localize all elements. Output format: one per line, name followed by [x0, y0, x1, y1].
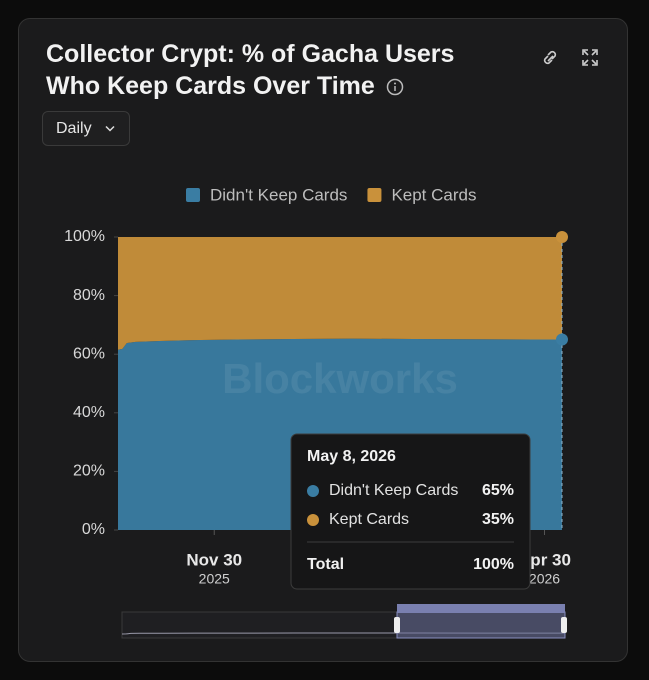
chart-title: Collector Crypt: % of Gacha Users Who Ke… — [46, 40, 455, 100]
info-icon[interactable] — [386, 78, 404, 96]
title-block: Collector Crypt: % of Gacha Users Who Ke… — [46, 38, 506, 102]
chevron — [105, 125, 115, 132]
interval-label: Daily — [56, 120, 92, 137]
interval-dropdown[interactable]: Daily — [42, 111, 130, 146]
